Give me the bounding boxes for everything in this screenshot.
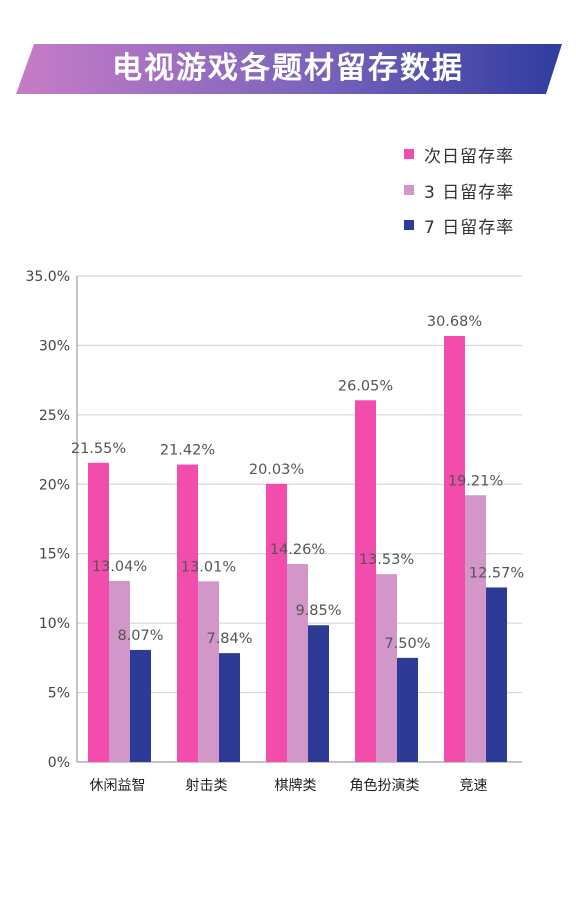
bar	[486, 587, 507, 762]
legend-item-7-day: 7 日留存率	[404, 213, 574, 238]
data-label: 19.21%	[448, 473, 503, 489]
data-label: 8.07%	[117, 628, 163, 644]
data-label: 13.01%	[181, 559, 236, 575]
bar	[130, 649, 151, 762]
data-label: 20.03%	[249, 462, 304, 478]
bar	[355, 400, 376, 762]
bar	[444, 335, 465, 762]
bar	[109, 580, 130, 762]
data-label: 30.68%	[427, 314, 482, 330]
legend-swatch	[404, 149, 414, 159]
legend-swatch	[404, 220, 414, 230]
x-tick-label: 棋牌类	[275, 777, 317, 794]
y-tick-label: 25%	[39, 408, 70, 424]
y-tick-label: 5%	[48, 686, 70, 702]
bar	[88, 462, 109, 762]
y-tick-label: 15%	[39, 547, 70, 563]
title-banner	[16, 44, 562, 94]
bar	[198, 581, 219, 762]
x-tick-label: 射击类	[186, 778, 228, 794]
legend-label: 3 日留存率	[424, 182, 515, 203]
bar	[219, 653, 240, 762]
x-tick-label: 休闲益智	[90, 778, 146, 794]
y-tick-label: 10%	[39, 616, 70, 632]
data-label: 9.85%	[295, 603, 341, 619]
bar	[287, 563, 308, 762]
bar	[266, 483, 287, 762]
legend-label: 7 日留存率	[424, 217, 515, 238]
banner-shape	[16, 44, 562, 94]
bar	[465, 495, 486, 762]
legend-item-next-day: 次日留存率	[404, 142, 574, 167]
data-label: 7.84%	[206, 631, 252, 647]
legend-label: 次日留存率	[424, 146, 514, 167]
data-label: 21.55%	[71, 441, 126, 457]
bar	[397, 657, 418, 762]
legend-item-3-day: 3 日留存率	[404, 178, 574, 203]
bar	[308, 625, 329, 762]
page-title: 电视游戏各题材留存数据	[112, 51, 464, 86]
x-tick-label: 竞速	[460, 777, 488, 794]
y-tick-label: 35.0%	[26, 269, 70, 285]
data-label: 21.42%	[160, 443, 215, 459]
legend-swatch	[404, 185, 414, 195]
bar	[177, 464, 198, 762]
data-label: 14.26%	[270, 542, 325, 558]
y-tick-label: 20%	[39, 477, 70, 493]
x-tick-label: 角色扮演类	[350, 777, 420, 794]
bar	[376, 574, 397, 762]
data-label: 13.04%	[92, 559, 147, 575]
y-tick-label: 0%	[48, 755, 70, 771]
data-label: 12.57%	[469, 565, 524, 581]
data-label: 26.05%	[338, 378, 393, 394]
data-label: 7.50%	[384, 636, 430, 652]
y-tick-label: 30%	[39, 338, 70, 354]
data-label: 13.53%	[359, 552, 414, 568]
